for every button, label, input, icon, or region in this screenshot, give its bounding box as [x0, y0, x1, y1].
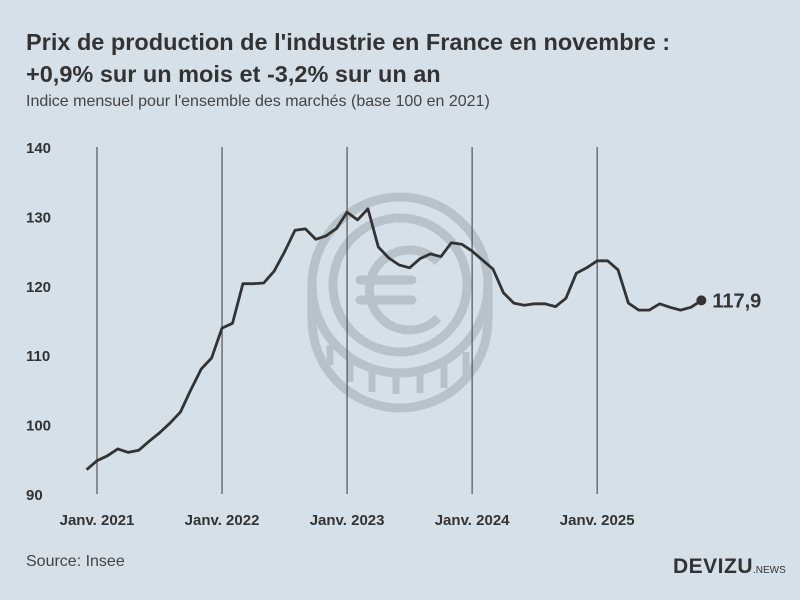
y-tick-label: 100 [26, 418, 51, 435]
y-tick-label: 90 [26, 487, 43, 504]
end-point-marker [696, 295, 707, 306]
x-tick-label: Janv. 2024 [435, 512, 510, 529]
y-tick-label: 120 [26, 279, 51, 296]
title-line-1: Prix de production de l'industrie en Fra… [26, 29, 671, 55]
x-tick-label: Janv. 2025 [560, 512, 635, 529]
title-line-2: +0,9% sur un mois et -3,2% sur un an [26, 61, 441, 87]
series-line [85, 207, 703, 471]
chart-subtitle: Indice mensuel pour l'ensemble des march… [26, 93, 490, 110]
euro-coin-icon [307, 192, 493, 413]
chart-title: Prix de production de l'industrie en Fra… [26, 26, 670, 90]
source-note: Source: Insee [26, 553, 125, 570]
logo-suffix: .NEWS [753, 565, 786, 576]
x-tick-label: Janv. 2022 [185, 512, 260, 529]
devizu-logo: DEVIZU.NEWS [673, 555, 786, 579]
y-tick-label: 130 [26, 209, 51, 226]
x-tick-label: Janv. 2021 [60, 512, 135, 529]
y-tick-label: 140 [26, 140, 51, 157]
y-tick-label: 110 [26, 348, 50, 365]
x-tick-label: Janv. 2023 [310, 512, 385, 529]
logo-main: DEVIZU [673, 555, 754, 578]
end-value-label: 117,9 [712, 290, 761, 312]
